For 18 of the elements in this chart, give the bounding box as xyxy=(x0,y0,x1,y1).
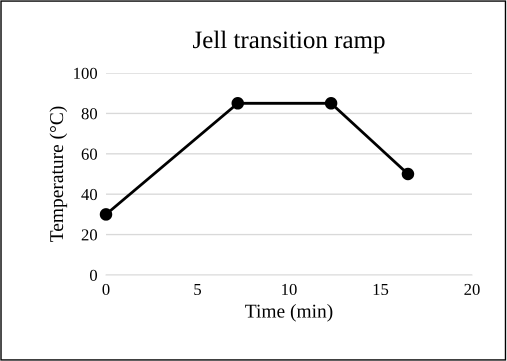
point xyxy=(324,97,338,110)
y-tick-label: 20 xyxy=(82,229,98,241)
x-tick-label: 15 xyxy=(374,284,388,296)
y-tick-label: 80 xyxy=(82,108,98,120)
y-tick-label: 40 xyxy=(81,188,98,200)
y-tick-label: 0 xyxy=(90,270,98,281)
x-axis-title: Time (min) xyxy=(245,304,332,322)
y-tick-label: 100 xyxy=(74,68,98,79)
y-tick-label: 60 xyxy=(82,148,98,160)
point xyxy=(100,208,112,221)
point xyxy=(402,168,414,180)
x-tick-label: 20 xyxy=(464,284,480,296)
chart-title: Jell transition ramp xyxy=(193,30,385,54)
x-tick-label: 10 xyxy=(282,284,297,296)
x-tick-label: 5 xyxy=(194,284,202,296)
x-tick-label: 0 xyxy=(102,284,110,296)
point xyxy=(232,97,244,110)
y-axis-title: Temperature (°C) xyxy=(49,106,68,242)
